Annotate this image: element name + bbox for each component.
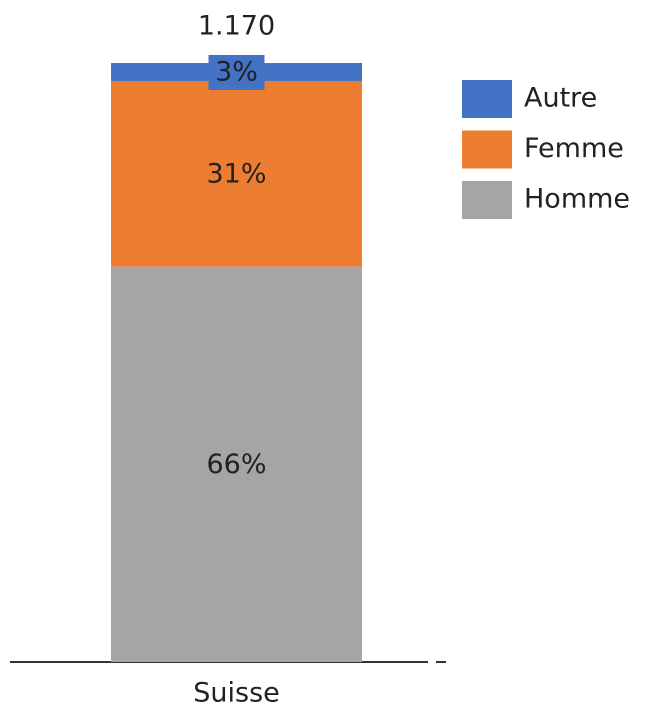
legend-swatch (462, 181, 512, 219)
bar-segment (111, 266, 362, 662)
legend-label: Homme (524, 184, 630, 215)
total-label: 1.170 (198, 11, 275, 42)
data-label: 3% (215, 56, 258, 87)
legend-swatch (462, 80, 512, 118)
legend-label: Femme (524, 133, 624, 164)
x-tick-label: Suisse (193, 678, 280, 708)
label-box (208, 54, 265, 90)
legend-swatch (462, 130, 512, 169)
bar-segment (111, 80, 362, 267)
data-label: 66% (206, 449, 266, 480)
legend-label: Autre (524, 83, 597, 114)
data-label: 31% (206, 158, 266, 189)
